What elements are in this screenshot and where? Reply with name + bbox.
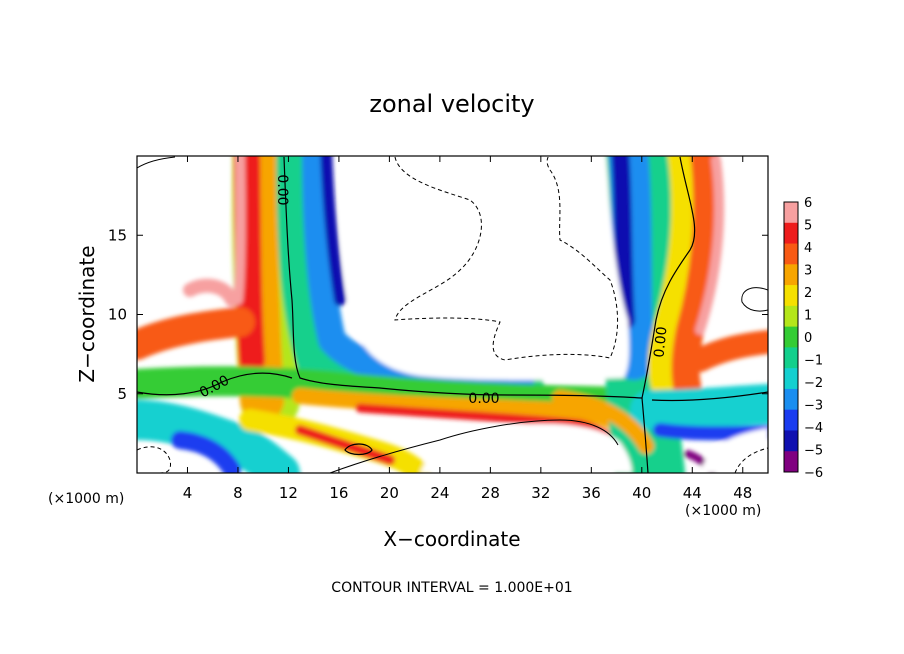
x-axis: 4 8 12 16 20 24 28 32 36 40 44 48 [183,156,752,502]
chart-title: zonal velocity [369,90,534,118]
contour-label-text: 0.00 [274,174,290,205]
calm-zone-lower-left [137,447,180,473]
colorbar-label: −3 [804,399,823,414]
colorbar-swatch [784,222,798,245]
colorbar: 6 5 4 3 2 1 0 −1 −2 −3 −4 −5 −6 [783,196,823,481]
calm-zone-lower-right [700,428,768,473]
jet-left-arm-pos4 [137,307,255,360]
lower-left-neg4 [171,431,241,473]
colorbar-swatch [784,430,798,452]
colorbar-label: −5 [804,444,823,459]
y-tick-label: 15 [108,226,127,244]
contour-label-text: 0.00 [468,391,499,407]
y-axis: 5 10 15 [108,226,768,403]
zero-contour-lower [641,397,649,473]
x-tick-label: 20 [380,484,399,502]
y-tick-label: 10 [108,306,127,324]
right-column-pos4 [671,156,722,412]
y-tick-label: 5 [117,385,127,403]
x-tick-label: 44 [683,484,702,502]
x-tick-label: 4 [183,484,193,502]
x-unit-label-right: (×1000 m) [685,503,761,519]
zero-contour-center [137,372,293,396]
x-tick-label: 40 [632,484,651,502]
lower-right-neg2 [630,384,768,430]
colorbar-frame [783,201,799,473]
lower-left-pos5 [295,425,395,465]
zero-contour-right [651,391,768,402]
jet-left-pos6 [233,156,246,305]
colorbar-swatch [784,347,798,369]
x-tick-label: 16 [329,484,348,502]
jet-left-arm-pos6 [183,278,239,307]
calm-zone-upper-center [341,156,630,380]
y-axis-title: Z−coordinate [75,245,99,382]
mid-layer-pos0 [137,366,655,417]
calm-zone-upper-left [137,156,228,312]
colorbar-label: 3 [804,264,812,279]
zero-contour-bottom [329,419,619,473]
colorbar-swatch [784,202,798,224]
colorbar-label: 6 [804,196,812,211]
colorbar-label: 0 [804,331,812,346]
zero-contour-loop [344,443,373,456]
calm-zone-lower-center [420,423,632,473]
velocity-field [137,156,768,473]
colorbar-label: −4 [804,421,823,436]
colorbar-swatch [784,243,798,265]
negative-contour-center [394,156,618,361]
neg-column-left-m5 [320,156,346,306]
colorbar-swatch [784,285,798,307]
colorbar-label: −2 [804,376,823,391]
colorbar-swatch [784,305,798,328]
colorbar-swatch [784,409,798,431]
x-tick-label: 36 [582,484,601,502]
x-tick-label: 12 [279,484,298,502]
contour-label: 0.00 [274,174,290,205]
colorbar-swatch [784,326,798,348]
colorbar-swatch [784,368,798,390]
x-tick-label: 32 [531,484,550,502]
contour-label: 0.00 [468,391,499,407]
x-tick-label: 8 [233,484,243,502]
contour-label: 0.00 [651,326,670,359]
contour-interval-note: CONTOUR INTERVAL = 1.000E+01 [331,580,572,596]
contour-labels: 0.000.00 0.000.00 [197,174,671,407]
colorbar-swatch [784,264,798,286]
x-tick-label: 48 [733,484,752,502]
colorbar-swatch [784,451,798,473]
right-column-pos6 [695,156,725,335]
right-column-neg5 [611,156,635,329]
x-unit-label-left: (×1000 m) [48,491,124,507]
contour-right-edge [741,287,768,312]
colorbar-label: −6 [804,466,823,481]
jet-left-pos5 [234,156,265,373]
right-edge-pos4 [688,330,768,372]
colorbar-label: 1 [804,309,812,324]
colorbar-label: 2 [804,286,812,301]
x-axis-title: X−coordinate [383,527,520,551]
colorbar-label: 5 [804,219,812,234]
x-tick-label: 24 [430,484,449,502]
negative-contour-lower-right [734,447,768,473]
lower-left-neg2 [137,400,300,473]
contour-top-left [137,156,176,169]
mid-right-pos3 [552,390,654,454]
contour-label-text: 0.00 [651,326,670,359]
colorbar-label: −1 [804,354,823,369]
x-tick-label: 28 [481,484,500,502]
colorbar-swatch [784,388,798,411]
zero-contour-left [283,156,696,399]
colorbar-label: 4 [804,241,812,256]
